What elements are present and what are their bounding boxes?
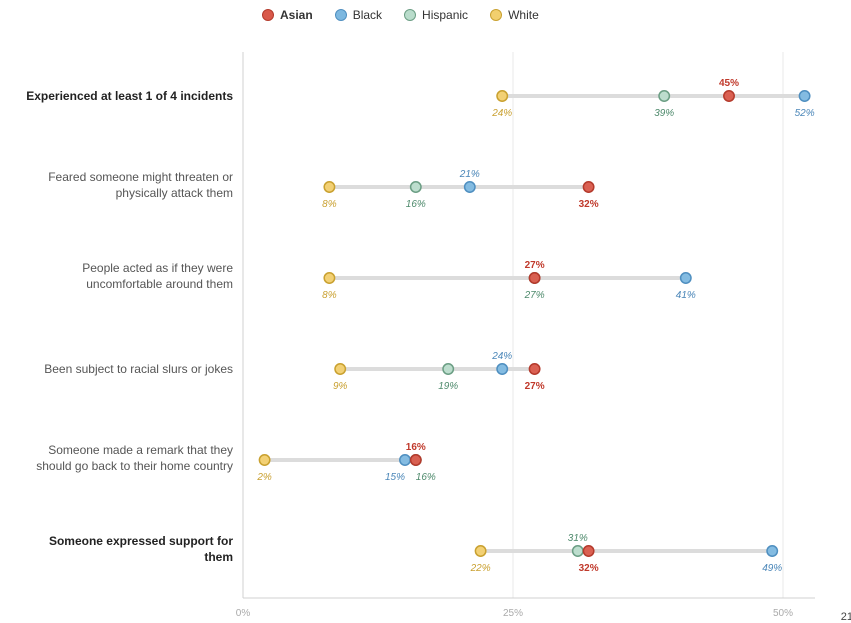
- data-label-asian: 32%: [579, 563, 599, 574]
- data-label-asian: 45%: [719, 78, 739, 89]
- category-label: physically attack them: [116, 186, 233, 200]
- category-label: Someone made a remark that they: [48, 443, 233, 457]
- legend-item-black: Black: [334, 8, 383, 22]
- data-label-asian: 16%: [406, 442, 426, 453]
- category-label: Feared someone might threaten or: [48, 170, 233, 184]
- data-label-hispanic: 19%: [438, 381, 458, 392]
- legend-label: Black: [352, 8, 383, 22]
- data-label-black: 24%: [491, 351, 512, 362]
- data-label-white: 9%: [333, 381, 348, 392]
- data-point-black: [463, 181, 476, 193]
- data-point-black: [496, 363, 509, 375]
- data-point-hispanic: [442, 363, 455, 375]
- data-point-hispanic: [409, 181, 422, 193]
- data-point-asian: [528, 363, 541, 375]
- data-label-hispanic: 16%: [406, 199, 426, 210]
- legend-item-white: White: [490, 8, 539, 22]
- data-label-white: 8%: [322, 199, 337, 210]
- legend-swatch-icon: [490, 9, 503, 21]
- legend-label: Hispanic: [422, 8, 469, 22]
- data-point-white: [323, 181, 336, 193]
- data-point-hispanic: [658, 90, 671, 102]
- data-point-black: [766, 545, 779, 557]
- legend-swatch-icon: [404, 9, 417, 21]
- data-point-black: [399, 454, 411, 466]
- data-point-hispanic: [571, 545, 584, 557]
- data-label-black: 49%: [762, 563, 782, 574]
- data-label-asian: 27%: [525, 260, 545, 271]
- data-label-black: 41%: [676, 290, 696, 301]
- legend: Asian Black Hispanic White: [262, 8, 539, 22]
- data-point-asian: [582, 545, 595, 557]
- data-label-hispanic: 27%: [524, 290, 545, 301]
- data-label-hispanic: 16%: [416, 472, 436, 483]
- data-label-asian: 27%: [525, 381, 545, 392]
- data-label-hispanic: 31%: [568, 533, 588, 544]
- data-point-white: [258, 454, 271, 466]
- data-label-hispanic: 39%: [654, 108, 674, 119]
- category-label: them: [204, 550, 233, 564]
- legend-item-hispanic: Hispanic: [404, 8, 468, 22]
- legend-item-asian: Asian: [262, 8, 313, 22]
- x-tick-label: 50%: [773, 608, 793, 619]
- data-label-white: 24%: [491, 108, 512, 119]
- category-label: should go back to their home country: [36, 459, 233, 473]
- data-label-black: 15%: [385, 472, 405, 483]
- data-point-white: [334, 363, 347, 375]
- category-label: uncomfortable around them: [86, 277, 233, 291]
- data-point-white: [496, 90, 509, 102]
- x-tick-label: 25%: [503, 608, 523, 619]
- data-label-white: 2%: [256, 472, 272, 483]
- category-label: People acted as if they were: [82, 261, 233, 275]
- category-label: Someone expressed support for: [49, 534, 233, 548]
- x-tick-label: 0%: [236, 608, 251, 619]
- data-label-white: 8%: [322, 290, 337, 301]
- page-number: 21: [840, 611, 851, 623]
- data-point-white: [323, 272, 336, 284]
- data-label-black: 52%: [795, 108, 815, 119]
- legend-swatch-icon: [262, 9, 274, 21]
- data-point-asian: [409, 454, 422, 466]
- data-label-white: 22%: [470, 563, 491, 574]
- legend-label: Asian: [280, 8, 313, 22]
- legend-label: White: [508, 8, 539, 22]
- category-label: Been subject to racial slurs or jokes: [44, 362, 233, 376]
- category-label: Experienced at least 1 of 4 incidents: [26, 89, 233, 103]
- data-point-asian: [528, 272, 541, 284]
- data-point-asian: [723, 90, 735, 102]
- data-label-black: 21%: [459, 169, 480, 180]
- data-label-asian: 32%: [579, 199, 599, 210]
- legend-swatch-icon: [334, 9, 347, 21]
- data-point-white: [474, 545, 487, 557]
- data-point-black: [798, 90, 811, 102]
- data-point-asian: [582, 181, 595, 193]
- data-point-black: [679, 272, 692, 284]
